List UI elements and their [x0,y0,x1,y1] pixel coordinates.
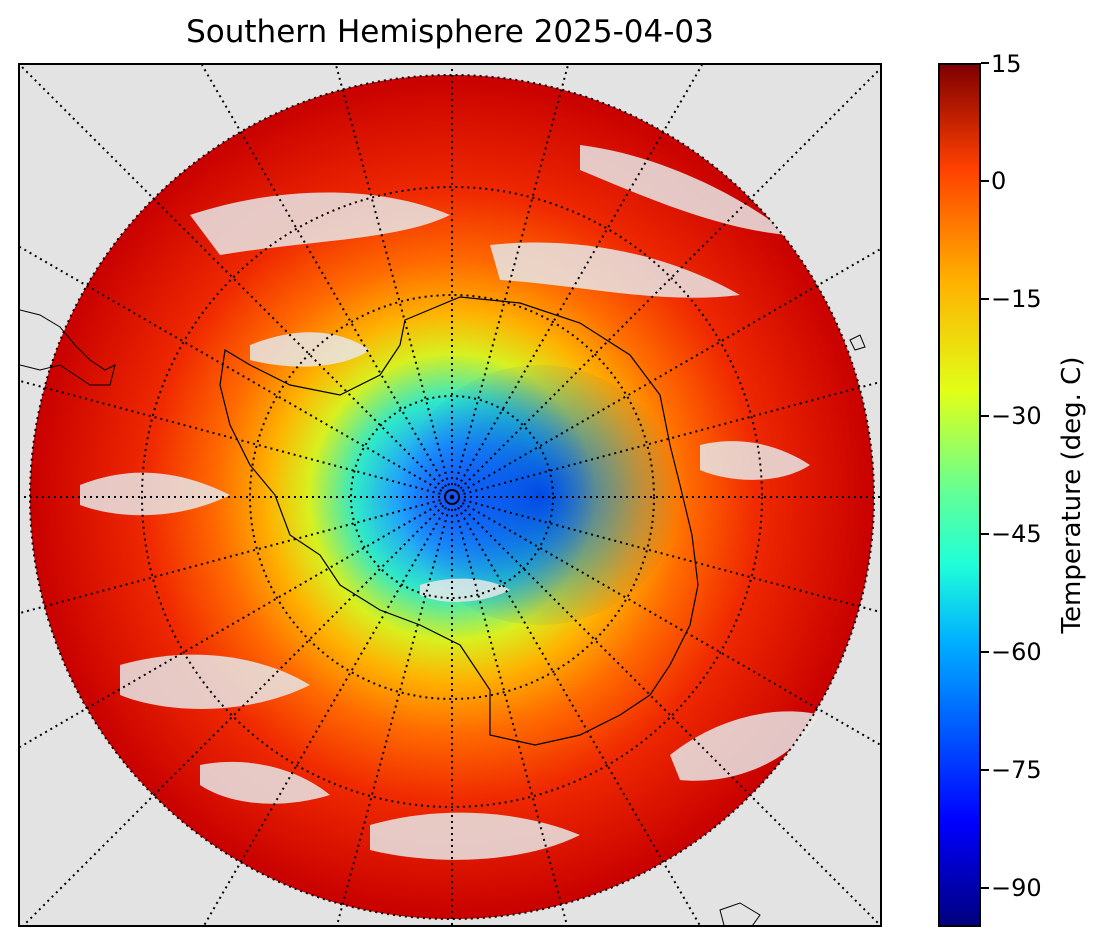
antarctica-coastline [219,296,699,746]
map-title: Southern Hemisphere 2025-04-03 [186,14,714,50]
meridians [20,65,880,925]
colorbar-tick [981,651,989,654]
colorbar-tick-label: −15 [991,284,1042,313]
colorbar-tick [981,297,989,300]
colorbar-tick [981,179,989,182]
island-outline [849,334,866,351]
colorbar-tick [981,533,989,536]
polar-map [20,65,880,925]
colorbar-tick-label: −90 [991,873,1042,902]
colorbar [938,63,981,927]
colorbar-tick-label: −60 [991,638,1042,667]
colorbar-tick-label: −45 [991,520,1042,549]
colorbar-label: Temperature (deg. C) [1057,356,1087,634]
south-america-tip [20,309,116,386]
colorbar-tick-label: 0 [991,166,1007,195]
cold-core [400,365,680,625]
colorbar-tick [981,62,989,64]
colorbar-tick-label: 15 [991,50,1022,78]
map-panel [18,63,882,927]
colorbar-tick [981,415,989,418]
colorbar-tick-label: −75 [991,755,1042,784]
island-outline [719,902,761,925]
colorbar-tick [981,886,989,889]
colorbar-tick [981,768,989,771]
colorbar-tick-label: −30 [991,402,1042,431]
